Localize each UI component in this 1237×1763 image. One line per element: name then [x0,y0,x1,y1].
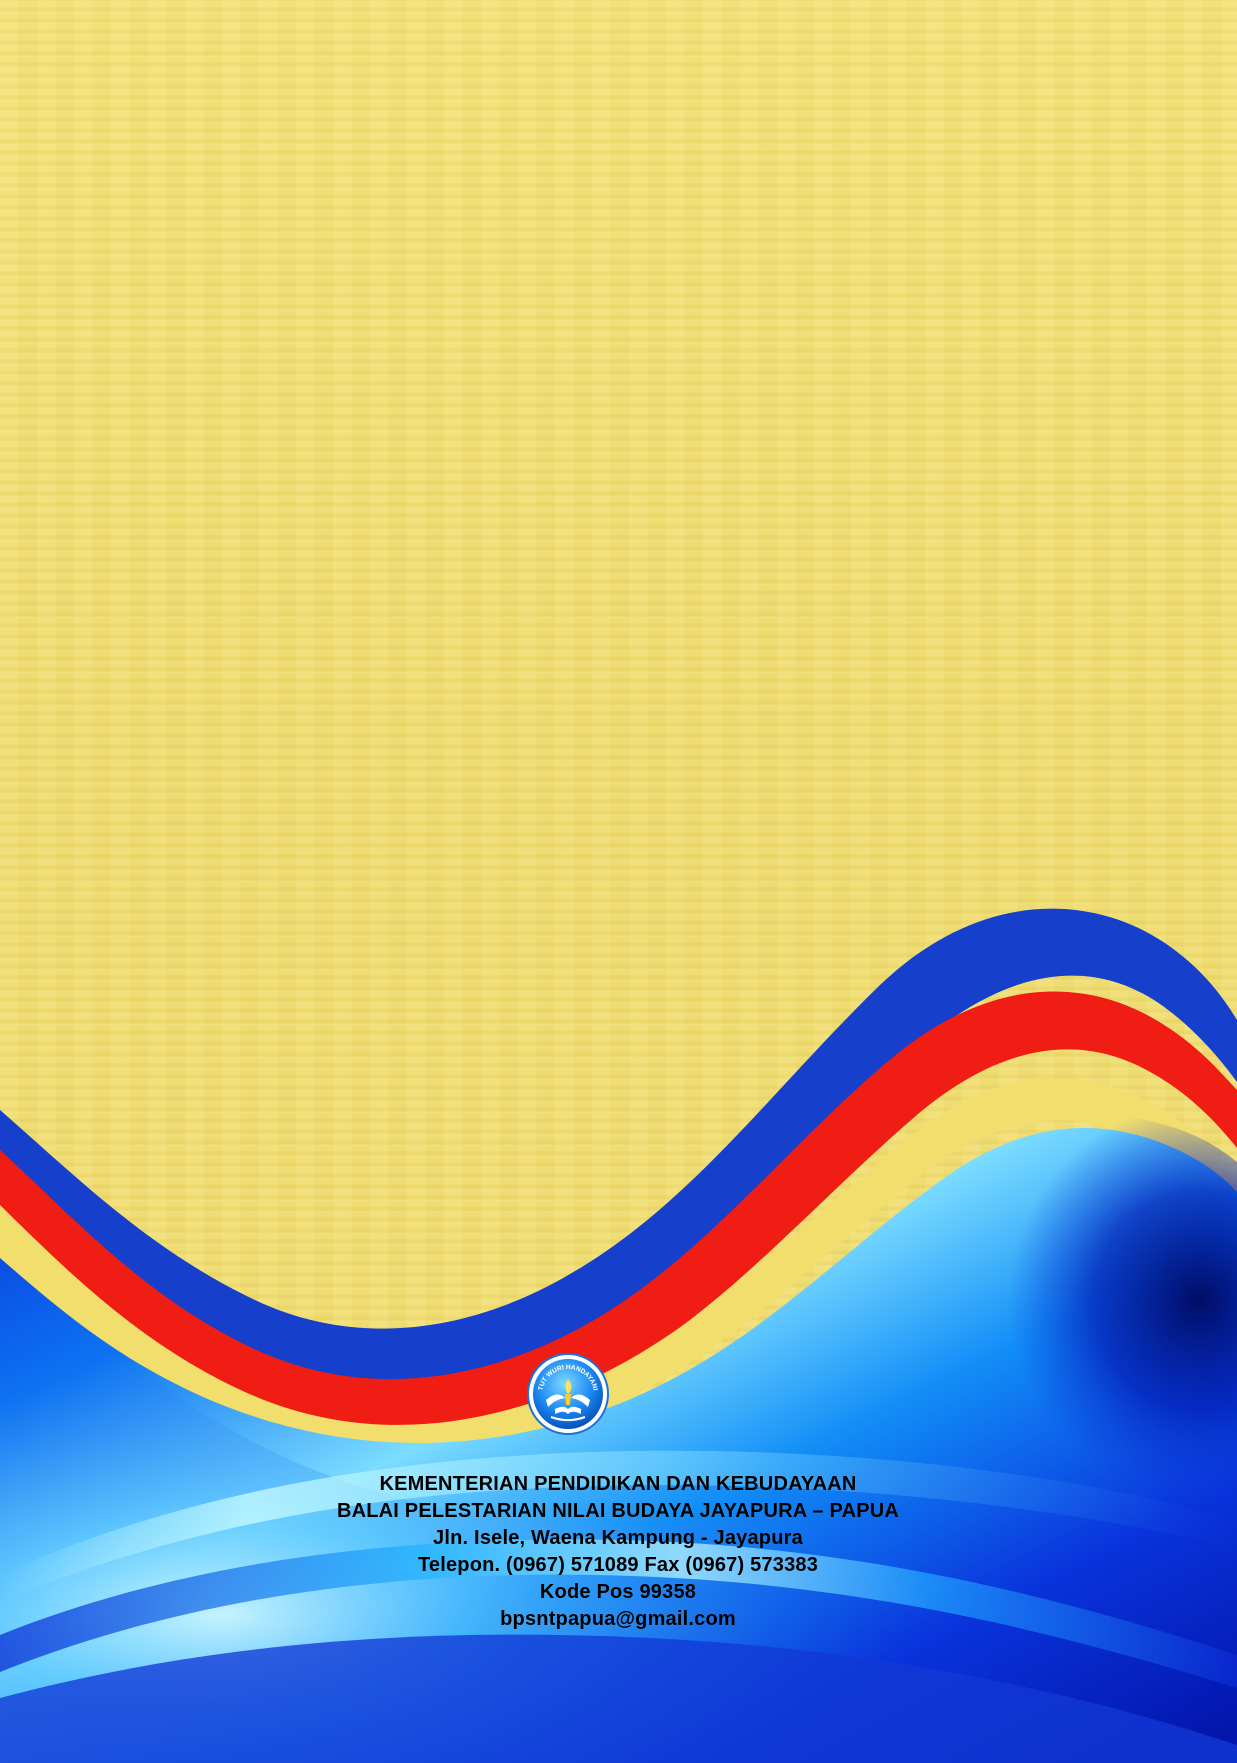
logo-wing-left [546,1394,565,1407]
red-stripe [0,991,1237,1433]
logo-ribbon [550,1416,586,1421]
ministry-name: KEMENTERIAN PENDIDIKAN DAN KEBUDAYAAN [379,1473,857,1495]
email-line: bpsntpapua@gmail.com [500,1608,736,1630]
postal-code-line: Kode Pos 99358 [539,1581,697,1603]
institution-footer: KEMENTERIAN PENDIDIKAN DAN KEBUDAYAAN BA… [190,1471,1046,1633]
light-streak-lower [0,1539,1237,1688]
institution-name: BALAI PELESTARIAN NILAI BUDAYA JAYAPURA … [336,1500,900,1522]
logo-torch [565,1394,571,1405]
blue-wave-glow-left [0,1270,1237,1763]
logo-book [555,1406,581,1414]
blue-wave-dark-right [760,1114,1237,1605]
address-line: Jln. Isele, Waena Kampung - Jayapura [433,1527,803,1549]
tut-wuri-handayani-logo: TUT WURI HANDAYANI [527,1353,609,1435]
logo-flame [565,1379,572,1394]
light-streak-upper [0,1450,1237,1602]
phone-fax-line: Telepon. (0967) 571089 Fax (0967) 573383 [417,1554,819,1576]
blue-stripe [0,908,1237,1389]
light-streak-bottom [0,1634,1237,1763]
logo-wing-right [571,1394,590,1407]
